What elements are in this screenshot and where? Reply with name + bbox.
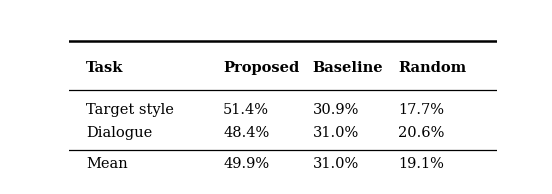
Text: 48.4%: 48.4% (223, 126, 269, 140)
Text: 31.0%: 31.0% (313, 158, 359, 171)
Text: 51.4%: 51.4% (223, 103, 269, 117)
Text: 19.1%: 19.1% (399, 158, 444, 171)
Text: Target style: Target style (86, 103, 174, 117)
Text: 17.7%: 17.7% (399, 103, 444, 117)
Text: 30.9%: 30.9% (313, 103, 359, 117)
Text: Baseline: Baseline (313, 61, 384, 75)
Text: Random: Random (399, 61, 466, 75)
Text: Mean: Mean (86, 158, 128, 171)
Text: Dialogue: Dialogue (86, 126, 152, 140)
Text: 20.6%: 20.6% (399, 126, 445, 140)
Text: Task: Task (86, 61, 124, 75)
Text: 31.0%: 31.0% (313, 126, 359, 140)
Text: 49.9%: 49.9% (223, 158, 269, 171)
Text: Proposed: Proposed (223, 61, 299, 75)
